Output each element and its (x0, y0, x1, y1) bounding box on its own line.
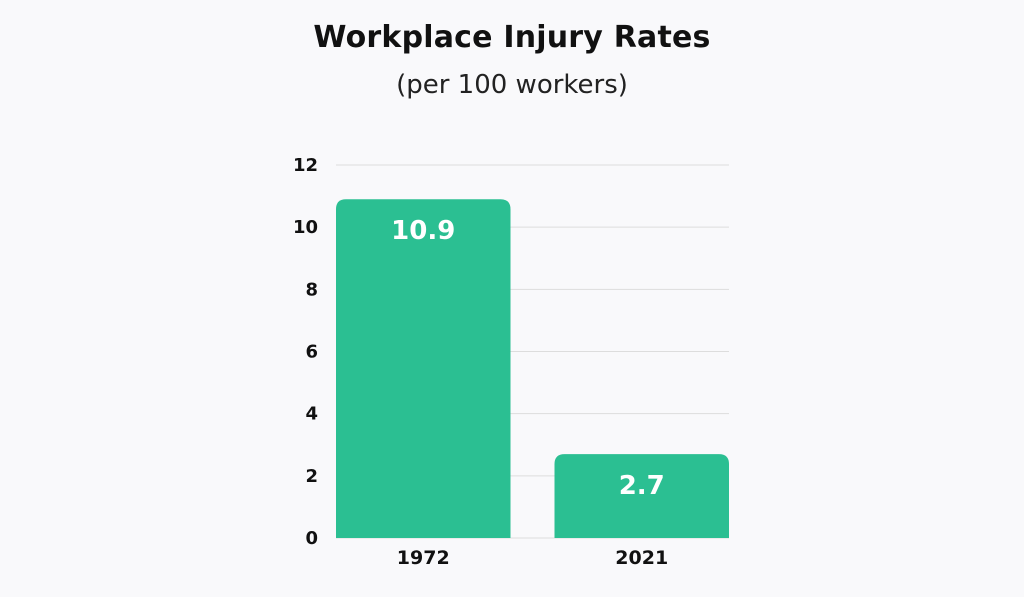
bars: 10.9 2.7 (336, 199, 729, 539)
y-tick-label: 4 (305, 404, 318, 425)
bar-value-label: 10.9 (391, 216, 455, 246)
y-tick-label: 8 (305, 279, 318, 300)
x-axis: 1972 2021 (397, 547, 668, 569)
y-tick-label: 0 (305, 528, 318, 549)
y-axis: 0 2 4 6 8 10 12 (293, 155, 318, 549)
x-tick-label: 1972 (397, 547, 450, 569)
chart-subtitle: (per 100 workers) (396, 70, 628, 100)
y-tick-label: 2 (305, 466, 318, 487)
y-tick-label: 6 (305, 342, 318, 363)
bar-2021 (554, 454, 729, 538)
x-tick-label: 2021 (615, 547, 668, 569)
bar-value-label: 2.7 (619, 471, 665, 501)
chart-title: Workplace Injury Rates (313, 20, 711, 55)
bar-1972 (336, 199, 511, 539)
y-tick-label: 10 (293, 217, 318, 238)
y-tick-label: 12 (293, 155, 318, 176)
